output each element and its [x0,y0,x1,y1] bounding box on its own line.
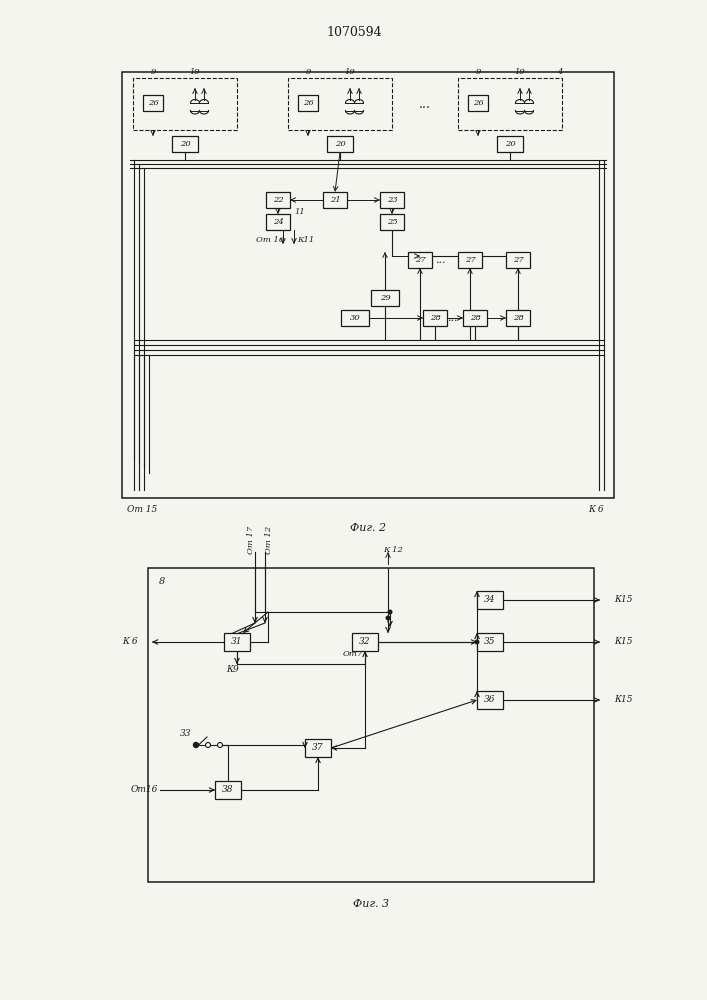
Circle shape [475,640,479,644]
Text: К11: К11 [298,236,315,244]
Text: 9: 9 [475,68,481,76]
Text: 23: 23 [387,196,397,204]
Text: 27: 27 [414,256,426,264]
Text: 20: 20 [180,140,190,148]
Text: К 6: К 6 [122,638,138,647]
Text: 31: 31 [231,638,243,647]
Text: От 17: От 17 [247,526,255,554]
Text: 9: 9 [305,68,310,76]
Bar [266,192,290,208]
Text: ...: ... [419,99,431,111]
Text: От7: От7 [343,650,363,658]
Text: От 15: От 15 [127,506,157,514]
Text: 1070594: 1070594 [326,25,382,38]
Text: 30: 30 [350,314,361,322]
Bar [506,310,530,326]
Text: 19: 19 [344,68,356,76]
Bar [380,192,404,208]
Bar [133,78,237,130]
Bar [497,136,523,152]
Bar [477,691,503,709]
Text: ...: ... [435,255,445,265]
Circle shape [386,616,390,620]
Text: ...: ... [447,313,457,323]
Bar [327,136,353,152]
Text: 20: 20 [505,140,515,148]
Circle shape [194,742,199,748]
Bar [215,781,241,799]
Text: 37: 37 [312,744,324,752]
Bar [458,78,562,130]
Text: 26: 26 [148,99,158,107]
Bar [298,95,318,111]
Text: 28: 28 [430,314,440,322]
Text: Фиг. 3: Фиг. 3 [353,899,389,909]
Text: К9: К9 [227,666,240,674]
Text: 21: 21 [329,196,340,204]
Text: К15: К15 [614,638,633,647]
Text: 34: 34 [484,595,496,604]
Text: 33: 33 [180,728,192,738]
Bar [506,252,530,268]
Text: 32: 32 [359,638,370,647]
Text: От 12: От 12 [265,526,273,554]
Circle shape [206,742,211,748]
Bar [143,95,163,111]
Bar [323,192,347,208]
Bar [468,95,488,111]
Bar [288,78,392,130]
Bar [352,633,378,651]
Text: 27: 27 [464,256,475,264]
Text: К15: К15 [614,595,633,604]
Text: 24: 24 [273,218,284,226]
Text: 19: 19 [189,68,200,76]
Bar [266,214,290,230]
Text: 27: 27 [513,256,523,264]
Bar [305,739,331,757]
Text: От16: От16 [131,786,158,794]
Text: 38: 38 [222,786,234,794]
Text: К 6: К 6 [588,506,604,514]
Bar [122,72,614,498]
Bar [477,633,503,651]
Bar [341,310,369,326]
Bar [371,290,399,306]
Text: 26: 26 [303,99,313,107]
Text: 28: 28 [513,314,523,322]
Text: К15: К15 [614,696,633,704]
Text: 35: 35 [484,638,496,647]
Text: От 16: От 16 [256,236,284,244]
Text: 20: 20 [334,140,346,148]
Text: 9: 9 [151,68,156,76]
Bar [172,136,198,152]
Text: 36: 36 [484,696,496,704]
Bar [380,214,404,230]
Text: 8: 8 [159,578,165,586]
Circle shape [218,742,223,748]
Text: 25: 25 [387,218,397,226]
Bar [224,633,250,651]
Bar [408,252,432,268]
Circle shape [388,610,392,614]
Bar [463,310,487,326]
Text: 4: 4 [557,68,563,76]
Text: 22: 22 [273,196,284,204]
Text: 28: 28 [469,314,480,322]
Bar [477,591,503,609]
Bar [423,310,447,326]
Text: 29: 29 [380,294,390,302]
Text: К 12: К 12 [383,546,403,554]
Bar [148,568,594,882]
Text: 11: 11 [295,208,305,216]
Text: Фиг. 2: Фиг. 2 [350,523,386,533]
Bar [458,252,482,268]
Text: 19: 19 [515,68,525,76]
Text: 26: 26 [472,99,484,107]
